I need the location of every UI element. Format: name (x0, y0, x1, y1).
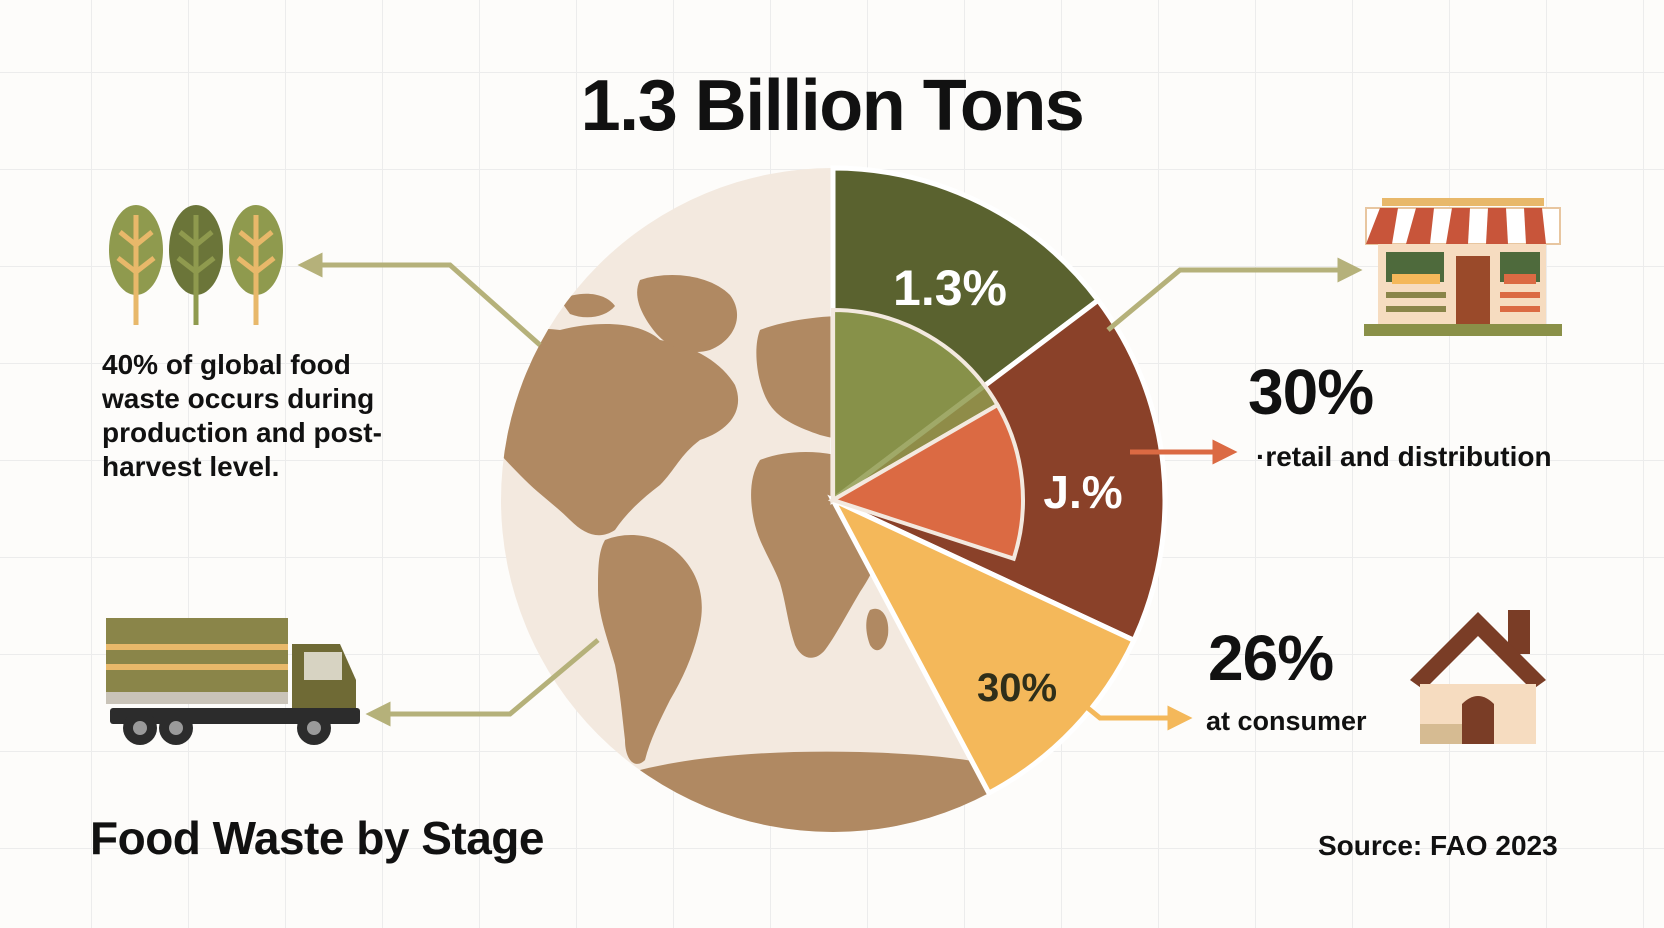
storefront-icon (1364, 198, 1562, 336)
tree-icon (109, 205, 163, 325)
arrow-to-truck (365, 638, 600, 727)
pie-slice-consumer (827, 494, 1138, 797)
slice-label-production: 1.3% (893, 260, 1007, 316)
tree-icon (169, 205, 223, 325)
page-title: 1.3 Billion Tons (580, 66, 1085, 146)
retail-label: ·retail and distribution (1256, 441, 1552, 472)
tree-icon (229, 205, 283, 325)
house-icon (1410, 610, 1546, 744)
slice-label-retail: J.% (1043, 466, 1122, 518)
footer-title: Food Waste by Stage (90, 812, 544, 864)
inner-slice-processing (828, 402, 1025, 562)
truck-icon (106, 618, 360, 745)
arrow-to-trees (297, 252, 542, 347)
slice-label-consumer: 30% (977, 666, 1057, 710)
retail-percent: 30% (1248, 356, 1374, 428)
inner-slice-europe (831, 307, 1001, 504)
production-note: 40% of global food waste occurs during p… (102, 349, 382, 482)
consumer-label: at consumer (1206, 706, 1367, 736)
arrow-to-consumer (1076, 698, 1193, 731)
arrow-to-store (1106, 257, 1363, 332)
consumer-percent: 26% (1208, 622, 1334, 694)
source-note: Source: FAO 2023 (1318, 830, 1558, 861)
inner-ring (828, 307, 1025, 562)
